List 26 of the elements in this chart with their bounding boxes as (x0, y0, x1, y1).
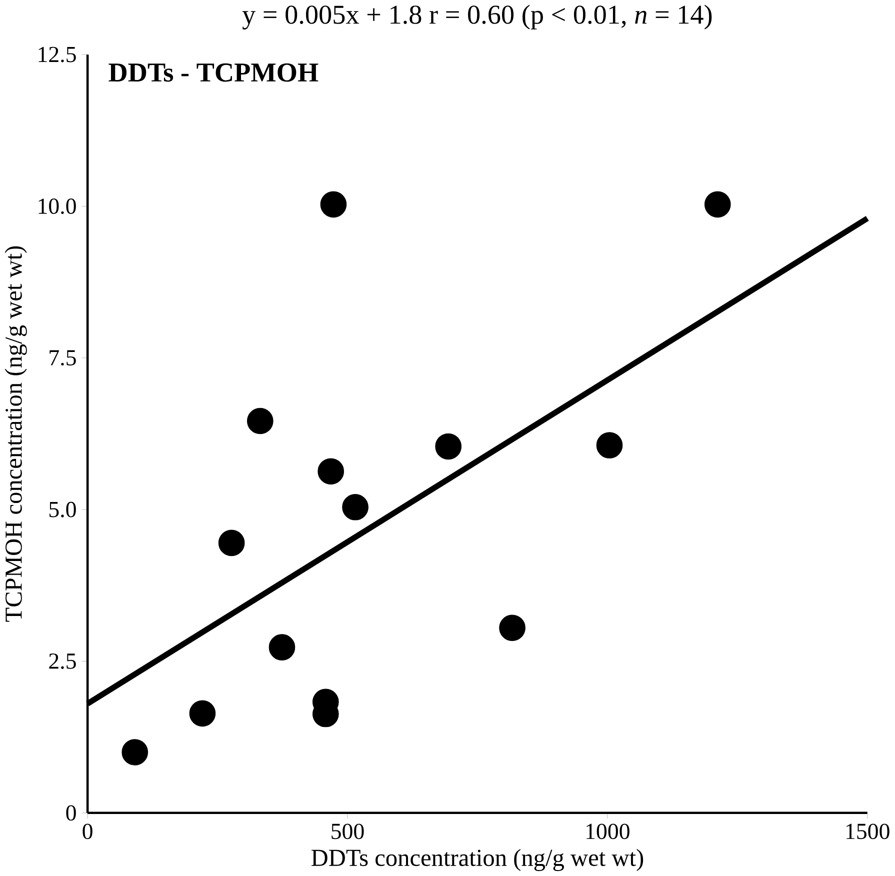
point (320, 191, 347, 218)
point (435, 433, 462, 460)
x-axis-title: DDTs concentration (ng/g wet wt) (311, 849, 644, 872)
y-tick-label: 12.5 (38, 46, 76, 62)
annotation: DDTs - TCPMOH (108, 64, 318, 82)
y-tick-label: 5.0 (49, 502, 76, 518)
x-tick-label: 1500 (846, 824, 890, 840)
point (246, 408, 274, 434)
y-tick-label: 7.5 (50, 350, 76, 366)
x-tick-label: 0 (82, 824, 92, 840)
point (704, 191, 731, 218)
chart-title: y = 0.005x + 1.8 r = 0.60 (p < 0.01, n = 14) (242, 4, 712, 30)
point (218, 530, 245, 556)
point (268, 634, 296, 661)
point (596, 432, 623, 459)
y-tick-label: 2.5 (49, 654, 76, 670)
y-tick-label: 0 (66, 805, 76, 821)
point (499, 614, 526, 642)
point (342, 494, 368, 520)
point (189, 700, 216, 727)
x-tick-label: 1000 (586, 824, 630, 840)
y-axis-title: TCPMOH concentration (ng/g wet wt) (4, 246, 27, 622)
y-tick-label: 10.0 (38, 198, 76, 214)
point (318, 458, 344, 485)
x-tick-label: 500 (332, 824, 364, 840)
point (122, 739, 148, 766)
